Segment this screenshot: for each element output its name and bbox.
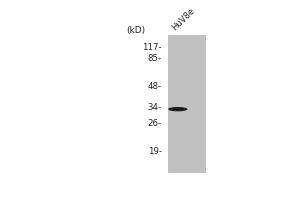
Text: HuV8e: HuV8e — [171, 6, 197, 32]
Text: 34-: 34- — [148, 103, 162, 112]
Text: 19-: 19- — [148, 147, 162, 156]
Text: 85-: 85- — [148, 54, 162, 63]
Text: 48-: 48- — [148, 82, 162, 91]
Text: 26-: 26- — [148, 119, 162, 128]
Bar — [168, 35, 205, 172]
Ellipse shape — [168, 107, 188, 111]
Text: 117-: 117- — [142, 43, 162, 52]
Text: (kD): (kD) — [126, 26, 145, 35]
